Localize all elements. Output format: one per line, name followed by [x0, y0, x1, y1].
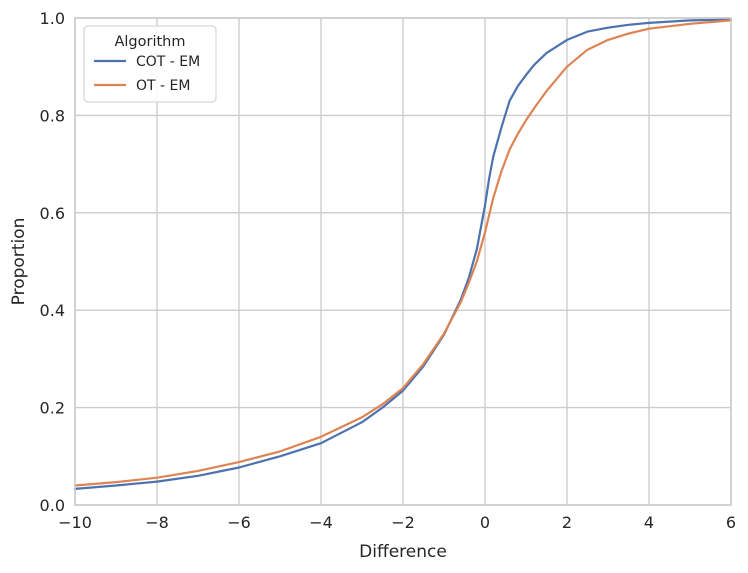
legend-title: Algorithm: [114, 34, 185, 50]
x-tick-label: 6: [726, 513, 736, 532]
y-tick-label: 0.4: [40, 301, 65, 320]
plot-frame: [74, 17, 732, 506]
y-tick-label: 1.0: [40, 9, 65, 28]
legend: Algorithm COT - EM OT - EM: [83, 25, 217, 103]
legend-box: [83, 25, 217, 103]
x-axis-ticks: −10 −8 −6 −4 −2 0 2 4 6: [58, 513, 736, 532]
grid: [74, 17, 732, 506]
series-line-ot-em: [73, 19, 733, 487]
series-line-cot-em: [73, 18, 733, 490]
x-axis-label: Difference: [359, 542, 447, 562]
y-axis-ticks: 0.0 0.2 0.4 0.6 0.8 1.0: [40, 9, 65, 515]
legend-label: COT - EM: [136, 54, 200, 70]
y-tick-label: 0.0: [40, 496, 65, 515]
legend-entries: COT - EM OT - EM: [94, 54, 200, 94]
x-tick-label: 4: [644, 513, 654, 532]
x-tick-label: −4: [309, 513, 333, 532]
x-tick-label: −10: [58, 513, 92, 532]
y-tick-label: 0.2: [40, 399, 65, 418]
legend-label: OT - EM: [136, 78, 190, 94]
x-tick-label: −8: [145, 513, 169, 532]
y-tick-label: 0.8: [40, 106, 65, 125]
x-tick-label: −6: [227, 513, 251, 532]
y-axis-label: Proportion: [9, 218, 29, 306]
y-tick-label: 0.6: [40, 204, 65, 223]
x-tick-label: 2: [562, 513, 572, 532]
x-tick-label: −2: [391, 513, 415, 532]
x-tick-label: 0: [480, 513, 490, 532]
series-lines: [73, 18, 733, 490]
